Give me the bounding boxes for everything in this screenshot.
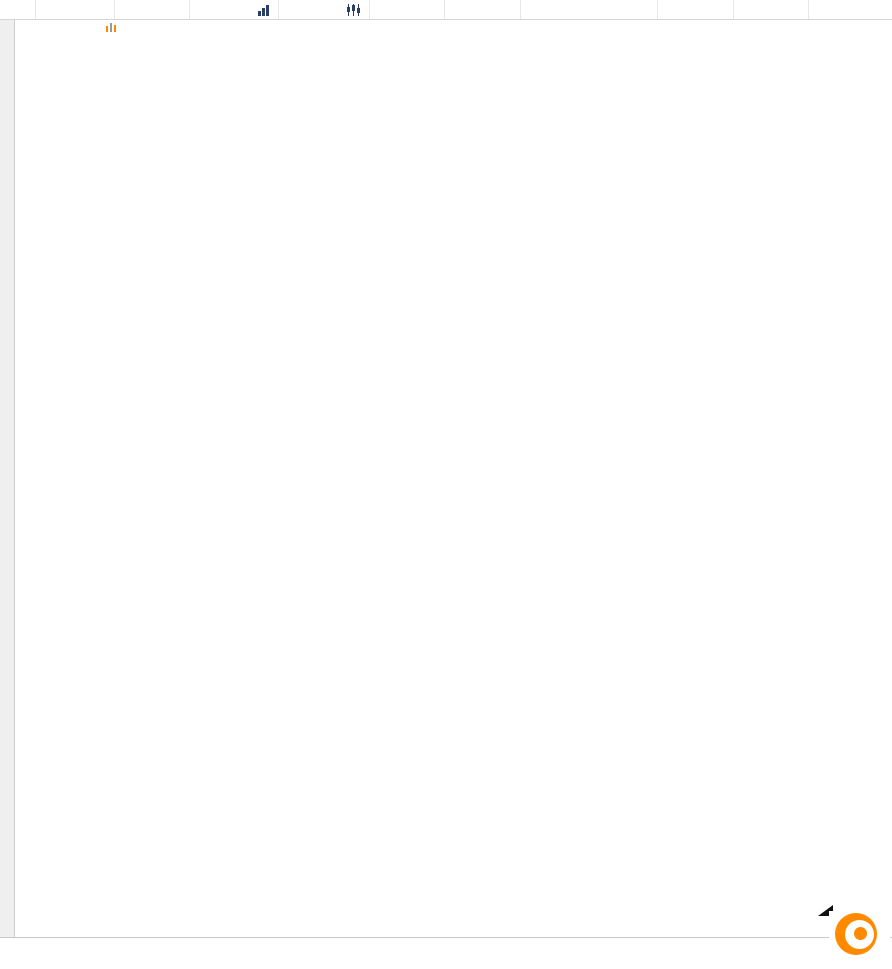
back-button[interactable]	[16, 0, 36, 19]
zoom-out-button[interactable]	[792, 0, 810, 19]
logo-dot-shape	[854, 927, 867, 940]
refresh-button[interactable]	[173, 0, 191, 19]
top-toolbar	[0, 0, 892, 20]
scroll-end-arrow[interactable]	[818, 905, 833, 916]
left-sidebar	[0, 19, 15, 937]
candle-chart-icon	[346, 3, 360, 16]
bar-chart-type-button[interactable]	[249, 0, 279, 19]
fx-button[interactable]	[717, 0, 734, 19]
tick-button[interactable]	[428, 0, 446, 19]
brand-logo	[829, 911, 890, 957]
five-day-button[interactable]	[504, 0, 521, 19]
home-button[interactable]	[95, 0, 115, 19]
more-button[interactable]	[638, 0, 658, 19]
ma-settings-icon[interactable]	[105, 21, 117, 32]
bar-chart-icon	[257, 4, 269, 16]
zoom-in-button[interactable]	[868, 0, 884, 19]
chart-header	[86, 21, 133, 32]
logo-icon	[835, 913, 877, 955]
candle-chart-type-button[interactable]	[338, 0, 370, 19]
bottom-indicator-tabs	[0, 937, 892, 960]
